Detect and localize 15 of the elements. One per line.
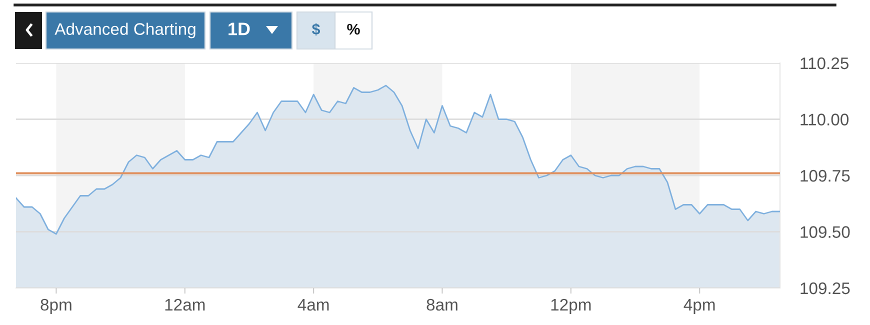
x-tick-label: 8am [426,298,458,311]
x-tick-label: 4am [298,299,329,311]
x-tick-label: 4pm [684,299,715,314]
text: % [347,24,360,35]
y-tick-label: 109.50 [800,226,850,238]
y-tick-label: 110.25 [800,57,848,70]
text: $ [312,23,320,36]
y-tick-label: 109.75 [800,170,850,182]
y-tick-label: 110.00 [800,114,849,126]
x-tick-label: 8pm [40,298,72,314]
text: Advanced Charting [54,22,196,38]
x-tick-label: 12pm [551,298,591,314]
text: 1D [228,22,250,36]
x-tick-label: 12am [165,298,205,311]
y-tick-label: 109.25 [800,282,850,294]
